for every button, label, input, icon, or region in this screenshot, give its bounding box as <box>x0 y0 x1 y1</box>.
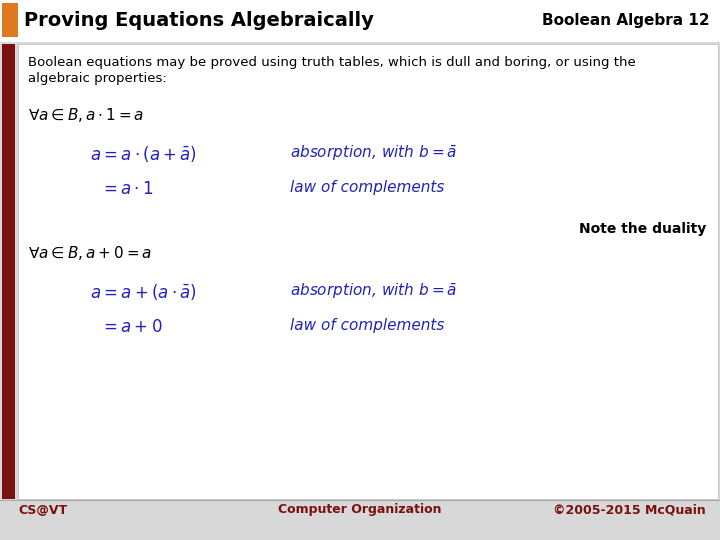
FancyBboxPatch shape <box>0 0 720 42</box>
FancyBboxPatch shape <box>18 44 718 499</box>
Text: CS@VT: CS@VT <box>18 503 67 516</box>
Text: absorption, with $b = \bar{a}$: absorption, with $b = \bar{a}$ <box>290 144 457 163</box>
Text: Computer Organization: Computer Organization <box>278 503 442 516</box>
Text: $= a + 0$: $= a + 0$ <box>100 318 163 336</box>
Text: Proving Equations Algebraically: Proving Equations Algebraically <box>24 11 374 30</box>
Text: $a = a + \left(a \cdot \bar{a}\right)$: $a = a + \left(a \cdot \bar{a}\right)$ <box>90 282 197 302</box>
FancyBboxPatch shape <box>2 44 15 499</box>
Text: Boolean Algebra 12: Boolean Algebra 12 <box>542 14 710 29</box>
Text: $= a \cdot 1$: $= a \cdot 1$ <box>100 180 153 198</box>
Text: $\forall a \in B, a \cdot 1 = a$: $\forall a \in B, a \cdot 1 = a$ <box>28 106 144 124</box>
Text: Note the duality: Note the duality <box>579 222 706 236</box>
Text: $\forall a \in B, a + 0 = a$: $\forall a \in B, a + 0 = a$ <box>28 244 152 262</box>
Text: law of complements: law of complements <box>290 318 444 333</box>
Text: absorption, with $b = \bar{a}$: absorption, with $b = \bar{a}$ <box>290 282 457 301</box>
Text: $a = a \cdot \left(a + \bar{a}\right)$: $a = a \cdot \left(a + \bar{a}\right)$ <box>90 144 197 164</box>
Text: Boolean equations may be proved using truth tables, which is dull and boring, or: Boolean equations may be proved using tr… <box>28 56 636 69</box>
Text: law of complements: law of complements <box>290 180 444 195</box>
FancyBboxPatch shape <box>2 3 18 37</box>
Text: algebraic properties:: algebraic properties: <box>28 72 167 85</box>
Text: ©2005-2015 McQuain: ©2005-2015 McQuain <box>553 503 706 516</box>
